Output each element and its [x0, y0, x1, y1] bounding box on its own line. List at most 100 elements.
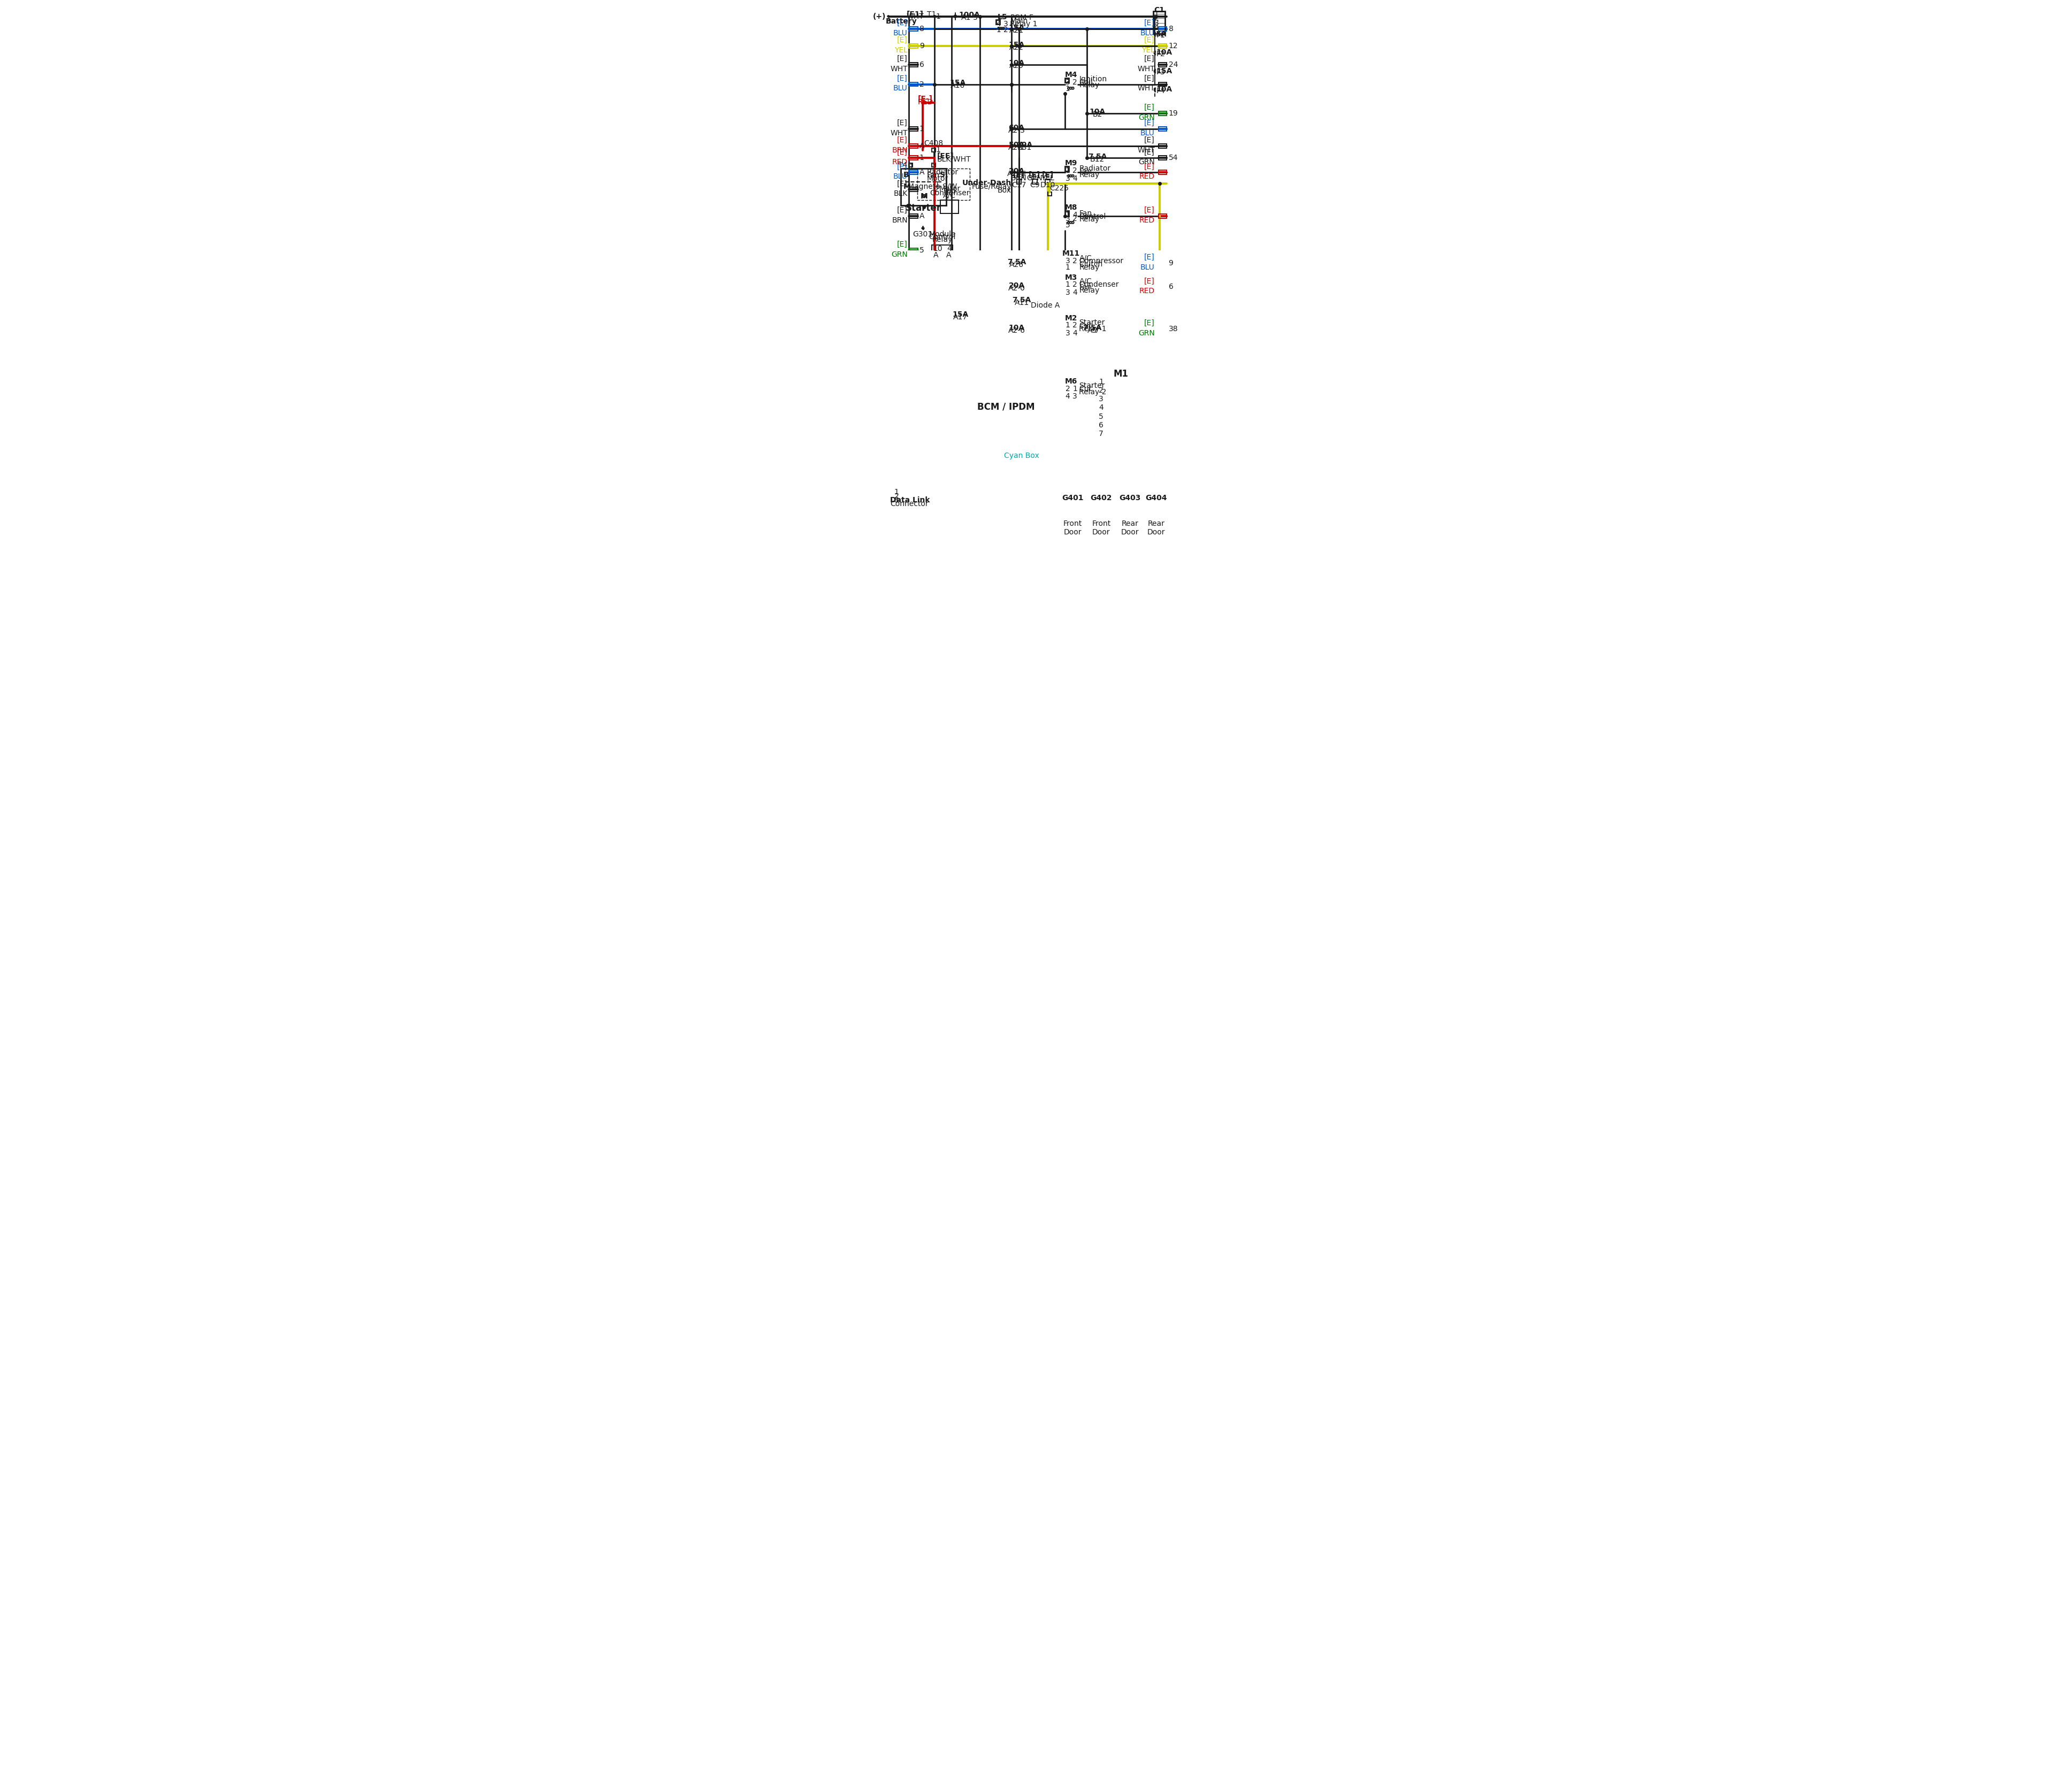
Text: G403: G403: [1119, 495, 1140, 502]
Text: A11: A11: [1015, 299, 1029, 306]
Text: 38: 38: [1169, 326, 1177, 333]
Bar: [1158, 45, 1167, 48]
Text: [E]: [E]: [1144, 56, 1154, 63]
Text: A: A: [933, 251, 939, 260]
Text: M: M: [904, 183, 910, 190]
Text: A2-6: A2-6: [1009, 326, 1025, 333]
Text: [E]: [E]: [1144, 254, 1154, 262]
Text: 15A: 15A: [949, 79, 965, 86]
Text: Front
Door: Front Door: [1064, 520, 1082, 536]
Text: (+): (+): [873, 13, 885, 20]
Text: A: A: [920, 211, 924, 220]
Bar: [933, 246, 953, 258]
Text: G402: G402: [1091, 495, 1111, 502]
Text: F2: F2: [1156, 50, 1165, 57]
Text: 2: 2: [1072, 281, 1076, 289]
Bar: [1064, 167, 1068, 170]
Text: 4: 4: [1072, 174, 1076, 183]
Text: Fan: Fan: [943, 188, 955, 195]
Bar: [1144, 500, 1169, 527]
Text: A21: A21: [1009, 27, 1023, 34]
Text: [E]: [E]: [1144, 206, 1154, 213]
Text: Control: Control: [1078, 213, 1105, 220]
Text: 5A: 5A: [1156, 30, 1167, 38]
Text: GRN: GRN: [1138, 113, 1154, 122]
Bar: [910, 143, 918, 149]
Text: M11: M11: [1062, 251, 1080, 258]
Text: B31: B31: [1017, 143, 1031, 151]
Text: 2: 2: [935, 186, 939, 194]
Text: WHT: WHT: [906, 13, 924, 20]
Text: 19: 19: [1169, 109, 1179, 116]
Text: Radiator: Radiator: [926, 168, 959, 176]
Text: 3: 3: [1099, 396, 1103, 403]
Text: RED: RED: [1140, 217, 1154, 224]
Text: BLK: BLK: [893, 190, 908, 197]
Text: M: M: [920, 192, 928, 201]
Bar: [910, 82, 918, 86]
Text: PGM-F: PGM-F: [1011, 14, 1033, 22]
Text: BLU: BLU: [893, 84, 908, 91]
Bar: [1154, 11, 1165, 34]
Text: [E]: [E]: [1041, 172, 1054, 179]
Text: 2: 2: [1154, 14, 1158, 22]
Text: [E1]: [E1]: [906, 11, 924, 18]
Bar: [1158, 111, 1167, 115]
Bar: [918, 168, 969, 201]
Text: A: A: [947, 251, 951, 260]
Text: [E]: [E]: [1013, 172, 1025, 179]
Text: BRN: BRN: [1011, 174, 1027, 181]
Text: BCM / IPDM: BCM / IPDM: [978, 401, 1035, 412]
Text: 10A: 10A: [1017, 142, 1033, 149]
Text: 7.5A: 7.5A: [1082, 324, 1101, 332]
Bar: [910, 156, 918, 159]
Text: B: B: [904, 170, 908, 179]
Text: [E]: [E]: [898, 179, 908, 188]
Text: YEL: YEL: [1142, 47, 1154, 54]
Text: M6: M6: [1066, 378, 1078, 385]
Bar: [933, 149, 935, 152]
Text: Under-Dash: Under-Dash: [961, 179, 1011, 186]
Text: Relay: Relay: [1078, 215, 1099, 224]
Text: Rear
Door: Rear Door: [1146, 520, 1165, 536]
Text: 1: 1: [920, 154, 924, 161]
Bar: [1064, 321, 1068, 326]
Text: BLU: BLU: [1140, 263, 1154, 271]
Text: 5: 5: [1066, 222, 1070, 229]
Text: A/C: A/C: [1078, 278, 1093, 285]
Text: [E]: [E]: [898, 120, 908, 127]
Text: Compressor: Compressor: [1078, 258, 1124, 265]
Text: WHT: WHT: [1138, 65, 1154, 72]
Bar: [1158, 27, 1167, 30]
Text: 2: 2: [1072, 215, 1076, 222]
Text: 4: 4: [996, 20, 1000, 27]
Text: RED: RED: [891, 158, 908, 167]
Text: 15A: 15A: [953, 310, 969, 319]
Text: 6: 6: [1099, 421, 1103, 428]
Text: Cut: Cut: [1078, 323, 1093, 330]
Text: [E]: [E]: [1144, 136, 1154, 143]
Bar: [1064, 211, 1068, 217]
Text: 54: 54: [1169, 154, 1177, 161]
Text: [E]: [E]: [1144, 104, 1154, 111]
Bar: [889, 489, 904, 502]
Text: A/C: A/C: [1078, 254, 1093, 262]
Bar: [1033, 179, 1037, 185]
Text: [E]: [E]: [898, 136, 908, 143]
Text: Cut: Cut: [1078, 385, 1093, 392]
Bar: [1060, 500, 1085, 527]
Text: 2: 2: [1072, 79, 1076, 86]
Text: RED: RED: [1140, 174, 1154, 181]
Bar: [1064, 77, 1068, 82]
Bar: [941, 201, 959, 213]
Text: [E]: [E]: [1144, 75, 1154, 82]
Text: 7.5A: 7.5A: [1006, 258, 1027, 265]
Text: Starter: Starter: [1078, 319, 1105, 326]
Bar: [1048, 192, 1052, 195]
Text: 3: 3: [1066, 79, 1070, 86]
Text: M1: M1: [1113, 369, 1128, 378]
Text: 10A: 10A: [1156, 48, 1173, 56]
Text: 10A: 10A: [1089, 108, 1105, 116]
Bar: [910, 213, 918, 219]
Bar: [1011, 461, 1033, 482]
